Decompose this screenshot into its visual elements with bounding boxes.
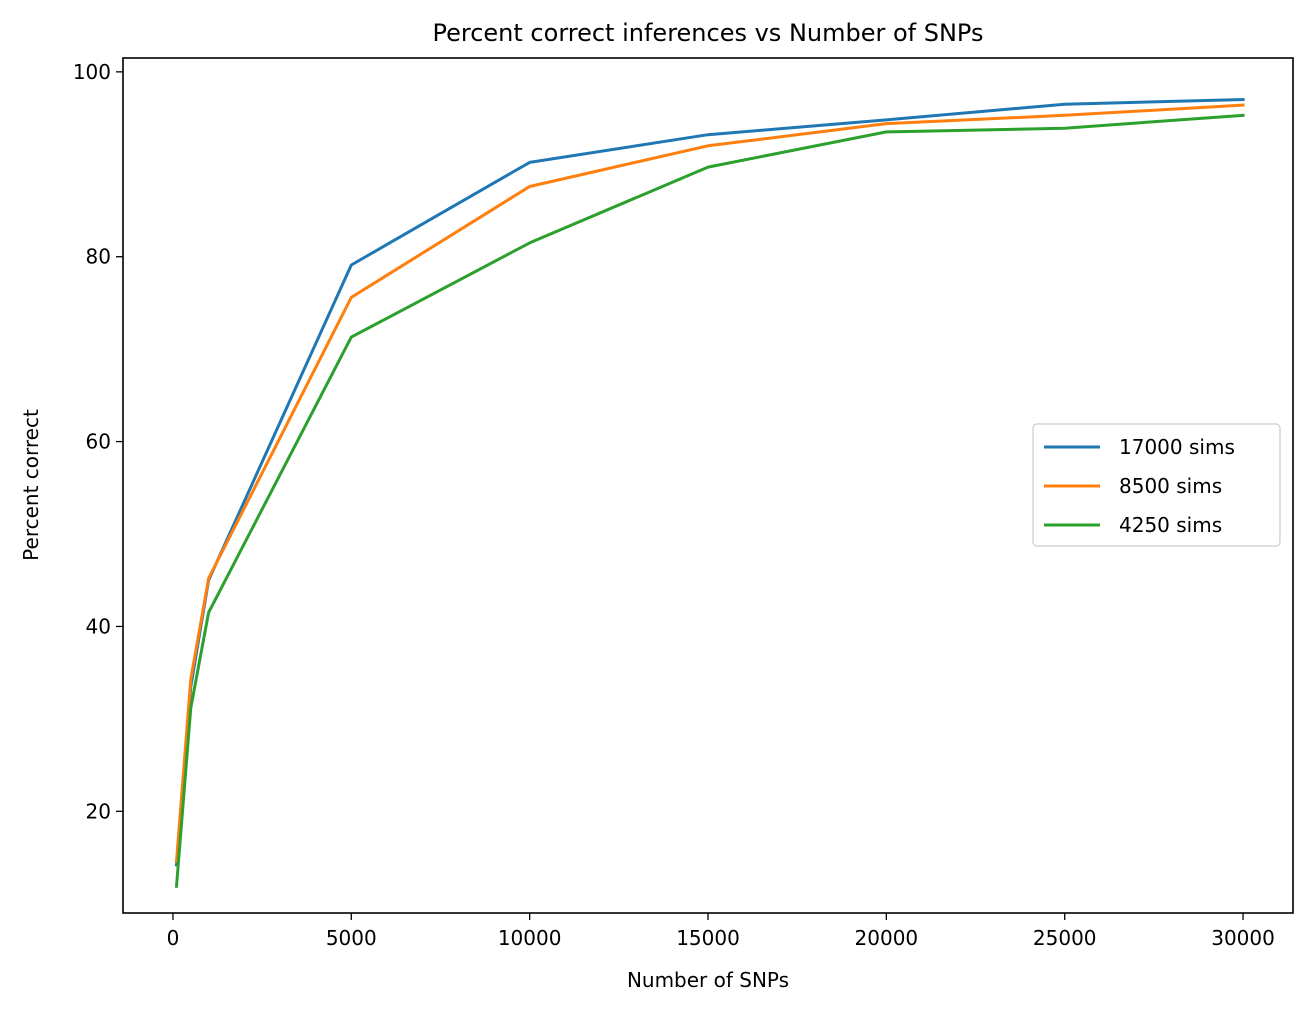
data-point — [175, 885, 178, 888]
x-tick-label: 15000 — [676, 926, 740, 950]
data-point — [350, 336, 353, 339]
data-point — [350, 264, 353, 267]
data-point — [1242, 104, 1245, 107]
data-point — [528, 161, 531, 164]
data-point — [528, 241, 531, 244]
data-point — [707, 144, 710, 147]
y-tick-label: 40 — [86, 614, 111, 638]
legend: 17000 sims 8500 sims 4250 sims — [1032, 423, 1281, 547]
x-tick-label: 25000 — [1033, 926, 1097, 950]
y-tick-label: 60 — [86, 430, 111, 454]
x-axis-title: Number of SNPs — [627, 968, 789, 992]
x-tick-label: 0 — [167, 926, 180, 950]
plot-frame — [122, 57, 1294, 914]
series-line-3 — [174, 113, 1245, 888]
legend-label-3: 4250 sims — [1119, 513, 1222, 537]
y-axis-title: Percent correct — [19, 409, 43, 561]
data-point — [1063, 114, 1066, 117]
legend-box — [1032, 423, 1281, 547]
x-tick-label: 30000 — [1211, 926, 1275, 950]
data-point — [707, 166, 710, 169]
data-point — [189, 706, 192, 709]
x-tick-label: 10000 — [498, 926, 562, 950]
data-point — [207, 611, 210, 614]
data-point — [707, 133, 710, 136]
y-tick-label: 20 — [86, 799, 111, 823]
series-layer — [174, 98, 1245, 888]
data-point — [1063, 103, 1066, 106]
data-point — [1242, 98, 1245, 101]
data-point — [885, 130, 888, 133]
x-tick-label: 5000 — [326, 926, 377, 950]
chart-title: Percent correct inferences vs Number of … — [433, 19, 984, 47]
series-line-2 — [174, 103, 1245, 863]
data-point — [189, 678, 192, 681]
legend-label-1: 17000 sims — [1119, 435, 1235, 459]
y-tick-label: 100 — [73, 60, 111, 84]
data-point — [207, 577, 210, 580]
y-tick-label: 80 — [86, 245, 111, 269]
x-tick-label: 20000 — [855, 926, 919, 950]
x-axis: 0 5000 10000 15000 20000 25000 30000 — [167, 913, 1275, 950]
data-point — [350, 296, 353, 299]
data-point — [1063, 127, 1066, 130]
y-axis: 20 40 60 80 100 — [73, 60, 123, 823]
data-point — [1242, 114, 1245, 117]
data-point — [885, 122, 888, 125]
data-point — [885, 118, 888, 121]
legend-label-2: 8500 sims — [1119, 474, 1222, 498]
data-point — [528, 185, 531, 188]
